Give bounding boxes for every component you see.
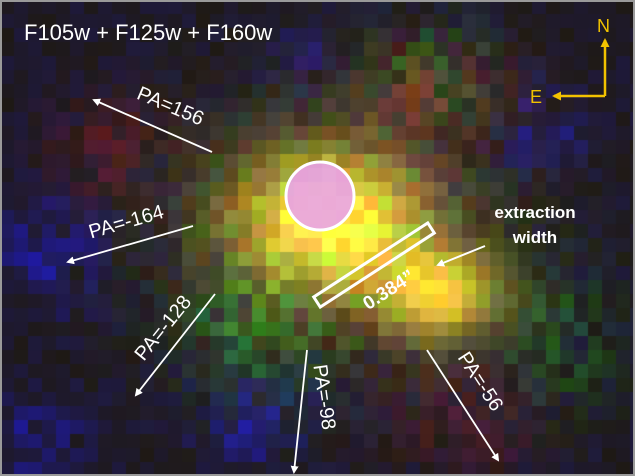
filter-title: F105w + F125w + F160w	[24, 20, 272, 45]
pa-label-minus98: PA=-98	[308, 363, 339, 431]
pa-arrow-minus128	[134, 293, 216, 397]
pa-label-minus128: PA=-128	[131, 291, 196, 365]
pa-arrow-minus164	[66, 225, 194, 265]
aperture-circle	[284, 160, 356, 232]
pa-arrow-156	[92, 98, 213, 153]
pa-label-minus56: PA=-56	[453, 348, 507, 415]
extraction-arrow	[436, 245, 486, 267]
extraction-label-line2: width	[512, 228, 557, 247]
pa-arrow-minus98	[290, 349, 308, 474]
compass-east-label: E	[530, 87, 542, 107]
extraction-label-line1: extraction	[494, 203, 575, 222]
compass-north-label: N	[597, 16, 610, 36]
slit-width-label: 0.384”	[359, 266, 418, 315]
compass-icon: N E	[530, 16, 610, 107]
pa-arrow-minus56	[426, 349, 500, 462]
extraction-slit	[311, 220, 437, 310]
